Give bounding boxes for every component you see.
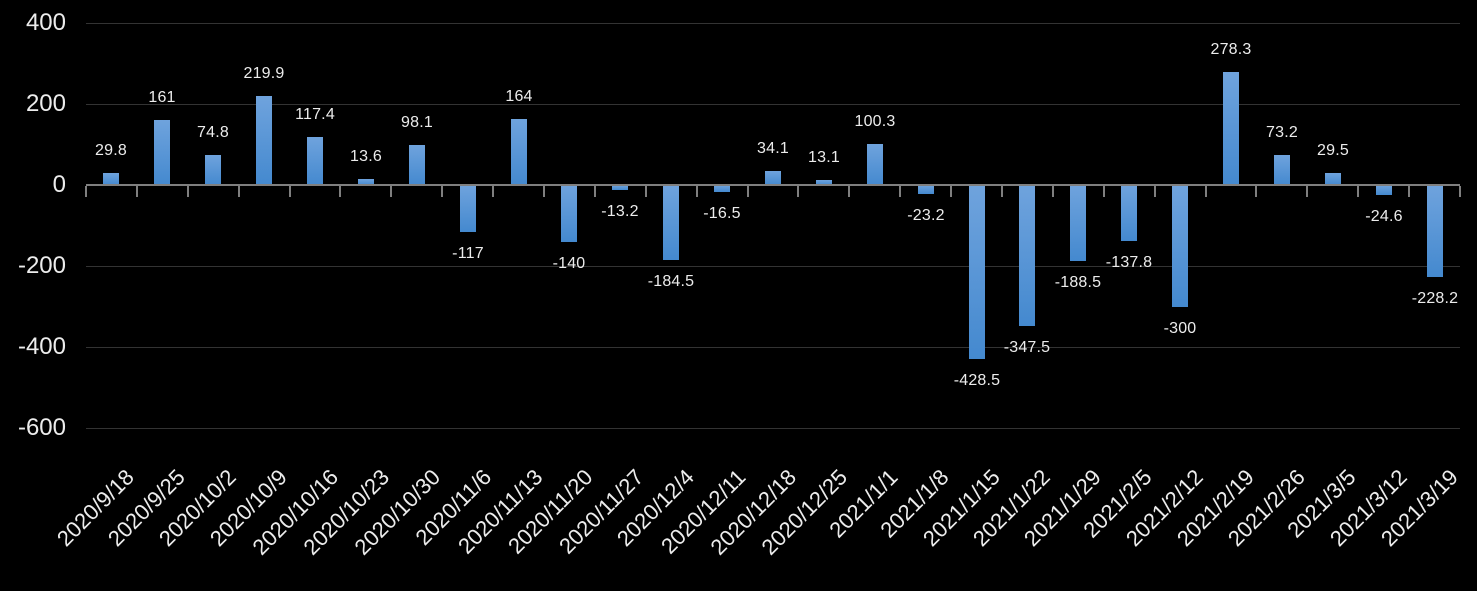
data-label: 100.3 [854,113,896,130]
y-axis-label: -600 [17,414,66,441]
axis-tick [1154,186,1156,197]
axis-tick [950,186,952,197]
bar [1019,185,1035,326]
bar [714,185,730,192]
axis-tick [1357,186,1359,197]
axis-tick [594,186,596,197]
data-label: 29.5 [1317,142,1349,159]
data-label: 164 [505,88,533,105]
bar [307,137,323,185]
data-label: 29.8 [95,142,127,159]
bar [1274,155,1290,185]
bar [1325,173,1341,185]
axis-tick [238,186,240,197]
y-axis-label: -400 [17,333,66,360]
y-axis-label: 200 [25,90,66,117]
axis-tick [1408,186,1410,197]
bar [612,185,628,190]
axis-tick [1052,186,1054,197]
data-label: -137.8 [1105,254,1153,271]
bar [1376,185,1392,195]
bar [256,96,272,185]
axis-tick [1001,186,1003,197]
data-label: 278.3 [1210,41,1252,58]
bar [409,145,425,185]
data-label: -184.5 [647,273,695,290]
axis-tick [187,186,189,197]
bar [816,180,832,185]
bar [358,179,374,185]
data-label: -23.2 [907,207,945,224]
bar [1427,185,1443,277]
data-label: 98.1 [401,114,433,131]
axis-tick [1306,186,1308,197]
axis-tick [492,186,494,197]
axis-tick [1255,186,1257,197]
bar [969,185,985,359]
data-label: 73.2 [1266,124,1298,141]
axis-tick [1459,186,1461,197]
data-label: -13.2 [601,203,639,220]
axis-tick [339,186,341,197]
data-label: 74.8 [197,124,229,141]
bar [1070,185,1086,261]
axis-tick [289,186,291,197]
bar [511,119,527,185]
data-label: 117.4 [295,106,335,123]
bar [205,155,221,185]
axis-tick [747,186,749,197]
data-label: 219.9 [243,65,285,82]
data-label: -117 [452,245,484,262]
bar [867,144,883,185]
bar [1121,185,1137,241]
y-axis-label: 0 [52,171,66,198]
axis-tick [1103,186,1105,197]
axis-tick [441,186,443,197]
axis-tick [136,186,138,197]
zero-axis-line [86,184,1460,186]
bar [765,171,781,185]
data-label: 161 [148,89,176,106]
axis-tick [797,186,799,197]
axis-tick [848,186,850,197]
data-label: -228.2 [1411,290,1459,307]
y-axis-label: -200 [17,252,66,279]
axis-tick [390,186,392,197]
data-label: 13.1 [808,149,840,166]
data-label: -24.6 [1365,208,1403,225]
data-label: -300 [1163,320,1197,337]
bar [1172,185,1188,307]
gridline [86,428,1460,429]
bar [663,185,679,260]
gridline [86,266,1460,267]
data-label: -428.5 [953,372,1001,389]
bar [1223,72,1239,185]
data-label: 13.6 [350,148,382,165]
bar [154,120,170,185]
data-label: -140 [552,255,586,272]
gridline [86,347,1460,348]
data-label: -188.5 [1054,274,1102,291]
axis-tick [543,186,545,197]
bar [561,185,577,242]
gridline [86,23,1460,24]
bar [103,173,119,185]
bar [460,185,476,232]
data-label: 34.1 [757,140,789,157]
axis-tick [85,186,87,197]
y-axis-label: 400 [25,9,66,36]
axis-tick [899,186,901,197]
bar [918,185,934,194]
data-label: -16.5 [703,205,741,222]
gridline [86,104,1460,105]
axis-tick [1205,186,1207,197]
axis-tick [645,186,647,197]
data-label: -347.5 [1003,339,1051,356]
axis-tick [696,186,698,197]
